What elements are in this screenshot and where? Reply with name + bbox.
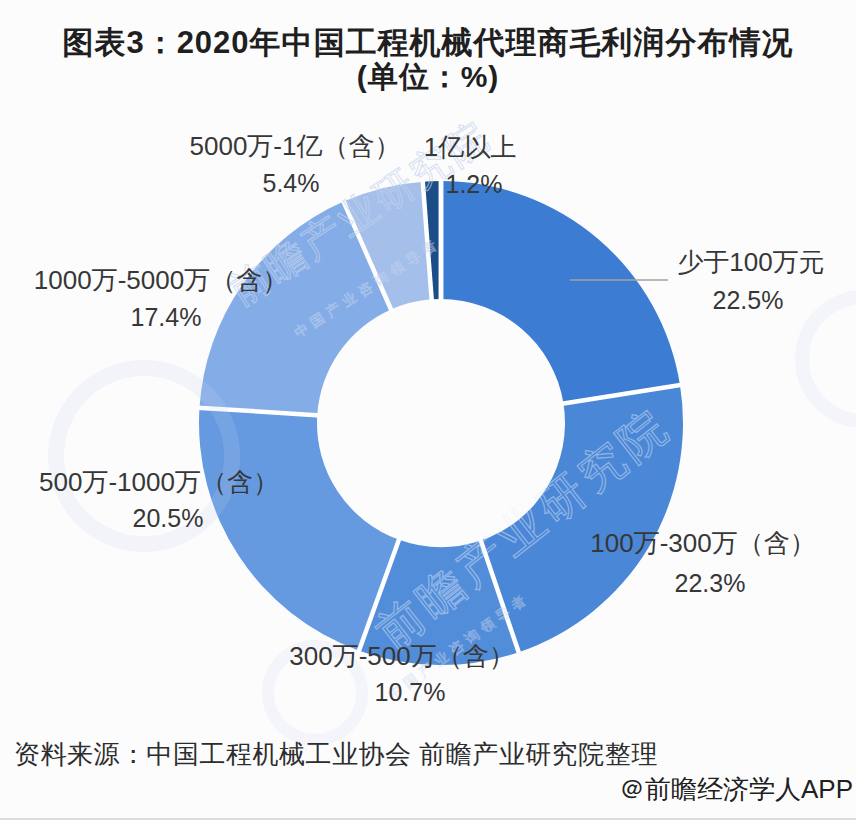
slice-percent-label: 5.4% (263, 169, 320, 198)
slice-name-label: 100万-300万（含） (590, 526, 815, 561)
chart-figure: 图表3：2020年中国工程机械代理商毛利润分布情况 (单位：%) 前瞻产业研究院… (0, 0, 856, 820)
slice-percent-label: 10.7% (375, 678, 446, 707)
pie-slice (441, 181, 680, 404)
slice-name-label: 少于100万元 (677, 245, 824, 280)
slice-percent-label: 22.5% (713, 286, 784, 315)
slice-percent-label: 1.2% (446, 170, 503, 199)
slice-percent-label: 17.4% (131, 303, 202, 332)
slice-name-label: 300万-500万（含） (289, 639, 514, 674)
slice-name-label: 500万-1000万（含） (39, 465, 279, 500)
slice-name-label: 1亿以上 (424, 130, 516, 165)
app-credit: ＠前瞻经济学人APP (619, 772, 853, 807)
pie-slice (481, 385, 683, 652)
slice-percent-label: 22.3% (675, 569, 746, 598)
slice-percent-label: 20.5% (133, 504, 204, 533)
source-note: 资料来源：中国工程机械工业协会 前瞻产业研究院整理 (14, 737, 658, 772)
slice-name-label: 5000万-1亿（含） (190, 129, 401, 164)
slice-name-label: 1000万-5000万（含） (34, 263, 288, 298)
